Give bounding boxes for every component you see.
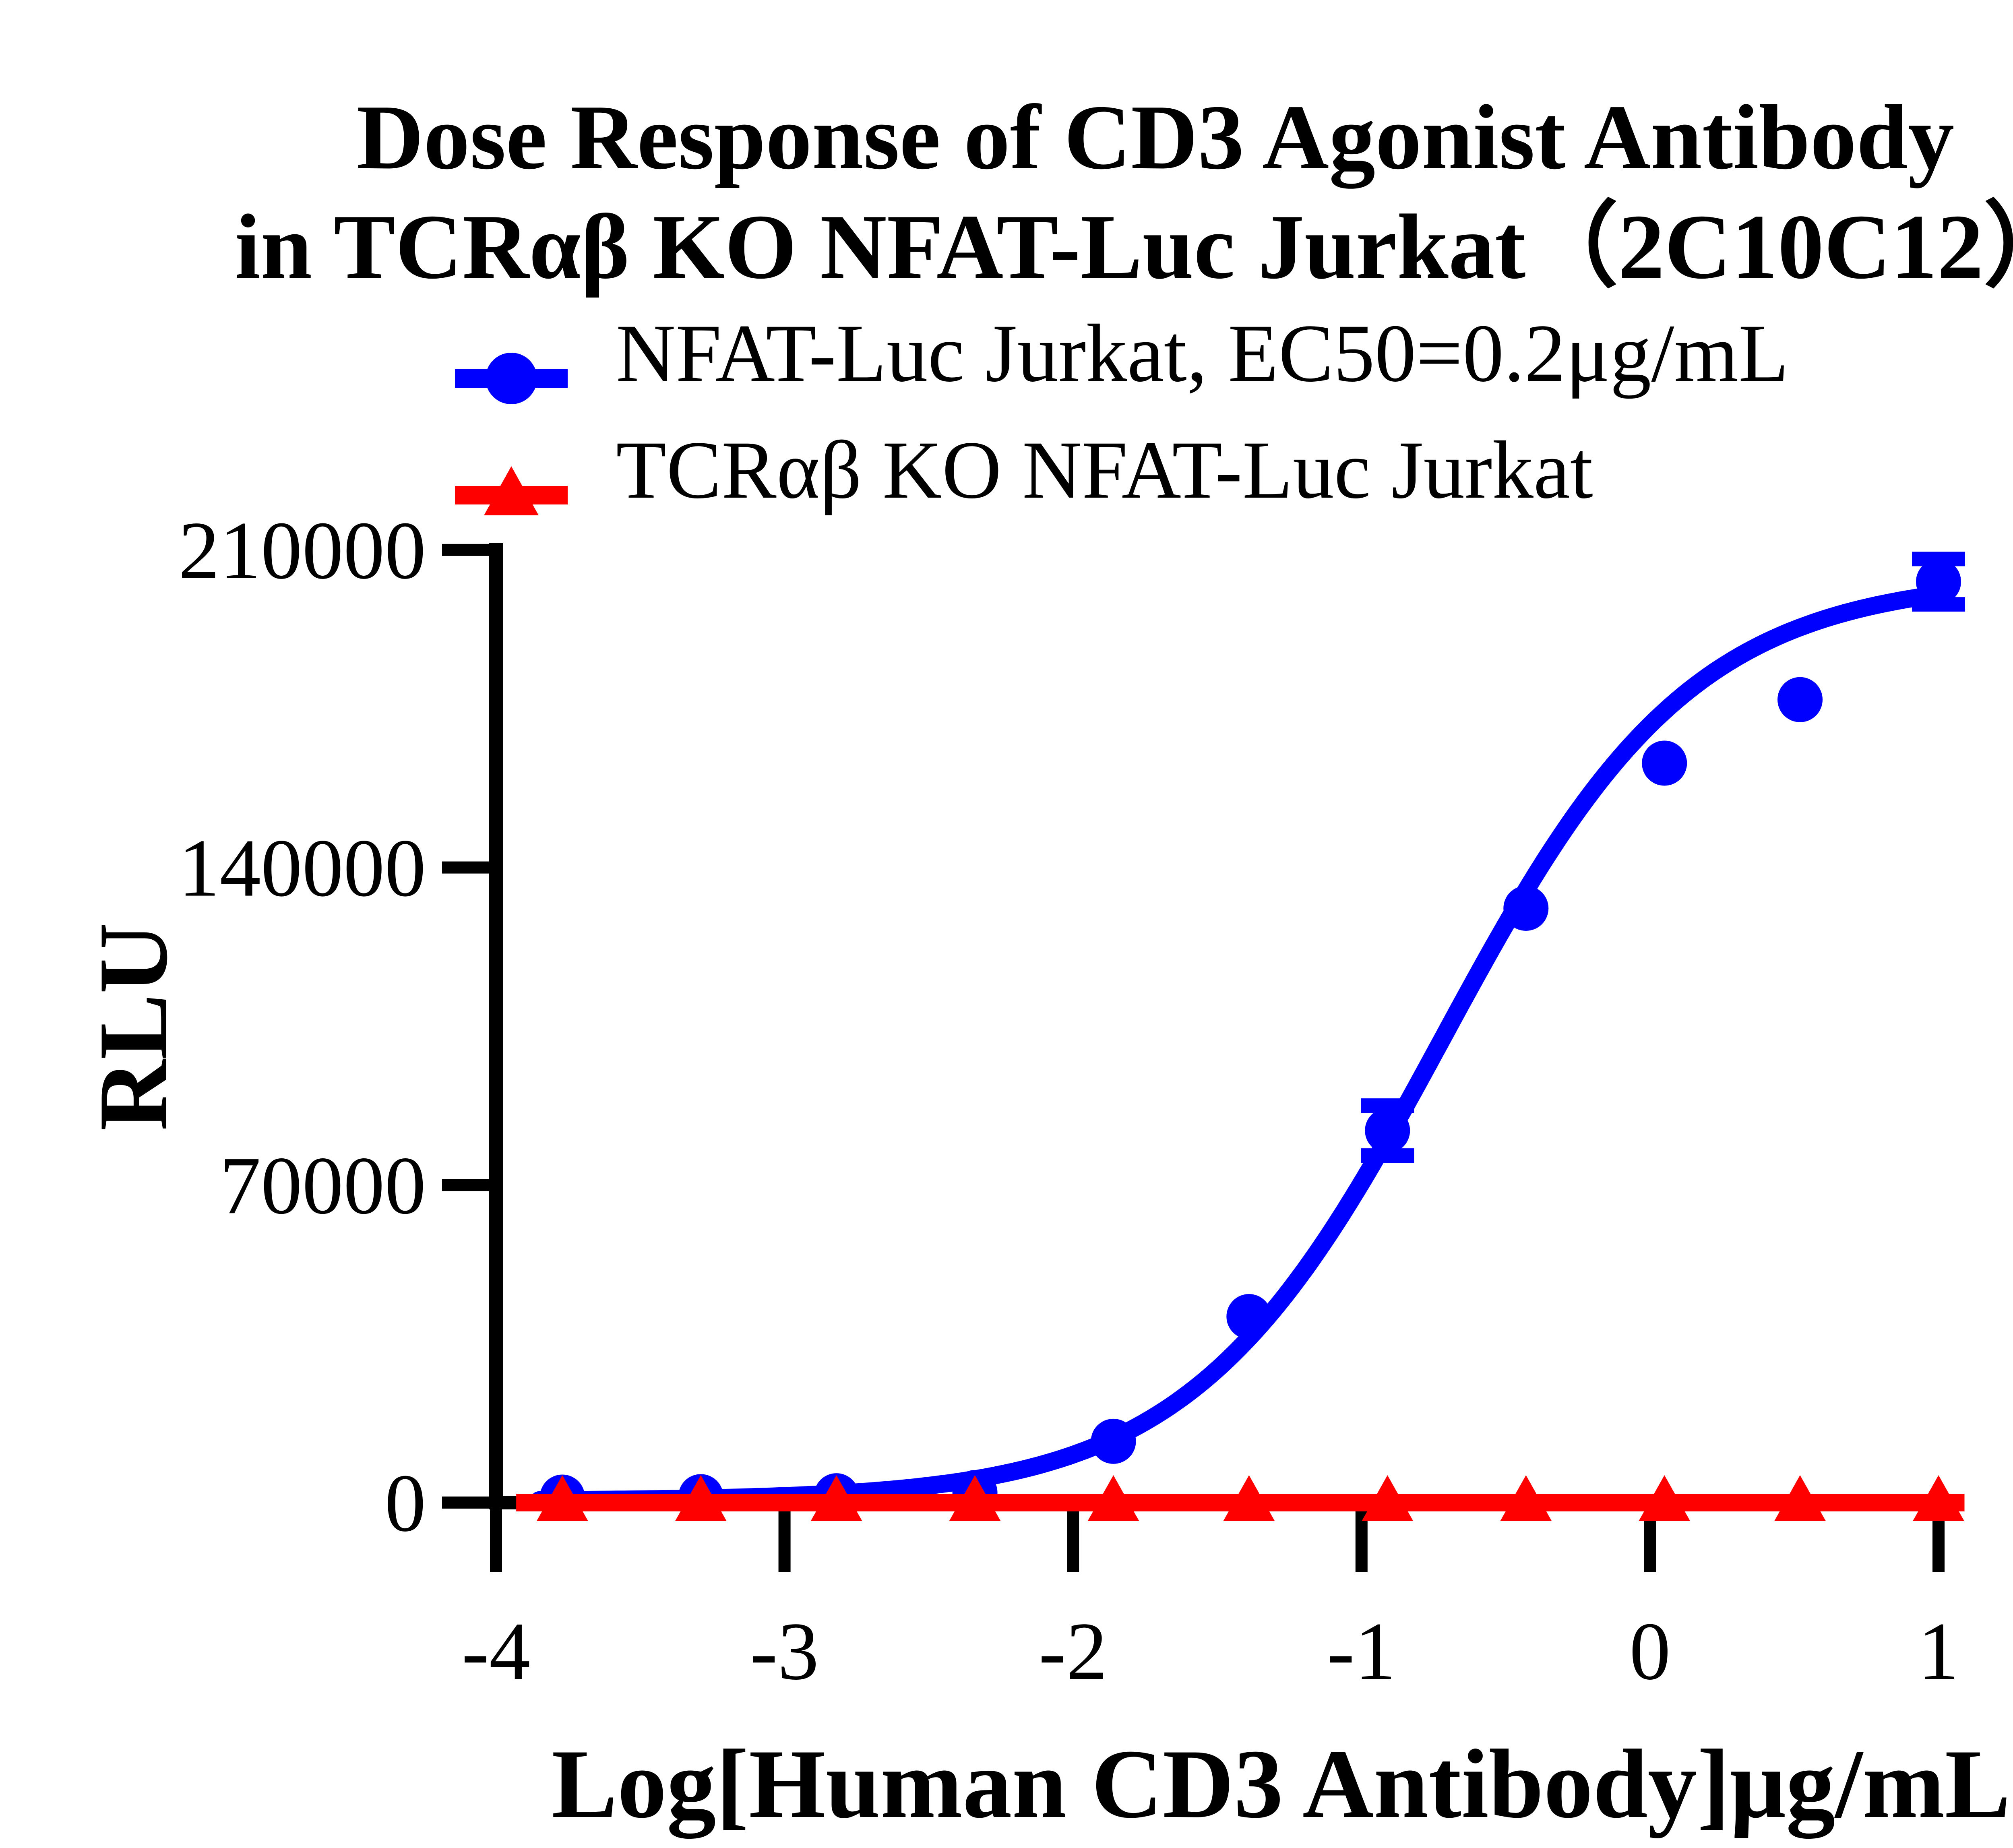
data-point-circle xyxy=(1503,886,1549,931)
x-tick-label: 1 xyxy=(1918,1606,1959,1697)
y-tick-label: 210000 xyxy=(178,505,426,596)
legend-label-nfat-luc-jurkat: NFAT-Luc Jurkat, EC50=0.2μg/mL xyxy=(616,308,1789,399)
data-point-triangle xyxy=(1913,1475,1964,1521)
data-point-triangle xyxy=(1362,1475,1414,1521)
legend-item-nfat-luc-jurkat: NFAT-Luc Jurkat, EC50=0.2μg/mL xyxy=(455,306,1789,435)
x-axis-title: Log[Human CD3 Antibody]μg/mL xyxy=(552,1729,2011,1838)
legend-item-tcrab-ko: TCRαβ KO NFAT-Luc Jurkat xyxy=(455,423,1593,552)
legend-label-tcrab-ko: TCRαβ KO NFAT-Luc Jurkat xyxy=(616,424,1593,516)
chart-title: Dose Response of CD3 Agonist Antibody in… xyxy=(161,83,2013,302)
x-tick-label: -3 xyxy=(750,1606,819,1697)
x-tick-label: -1 xyxy=(1327,1606,1396,1697)
data-point-triangle xyxy=(1500,1475,1552,1521)
legend-circle-icon xyxy=(455,324,568,435)
data-point-circle xyxy=(1777,677,1823,722)
data-point-circle xyxy=(1091,1418,1136,1464)
y-tick-label: 70000 xyxy=(220,1140,426,1231)
x-tick-label: -4 xyxy=(462,1606,531,1697)
data-point-circle xyxy=(1365,1108,1410,1153)
y-axis-title: RLU xyxy=(79,922,188,1131)
series-tcrab-ko xyxy=(516,1475,1965,1521)
x-tick-label: -2 xyxy=(1039,1606,1108,1697)
series-nfat-luc-jurkat xyxy=(530,552,1965,1520)
legend-triangle-icon xyxy=(455,441,568,552)
data-point-triangle xyxy=(1639,1475,1691,1521)
data-point-circle xyxy=(1916,559,1961,604)
data-point-triangle xyxy=(1223,1475,1275,1521)
data-point-triangle xyxy=(810,1475,862,1521)
data-point-triangle xyxy=(536,1475,588,1521)
data-point-triangle xyxy=(1774,1475,1826,1521)
x-tick-label: 0 xyxy=(1629,1606,1671,1697)
chart-title-line2: in TCRαβ KO NFAT-Luc Jurkat（2C10C12） xyxy=(235,195,2013,298)
y-tick-label: 0 xyxy=(385,1457,426,1549)
chart-title-line1: Dose Response of CD3 Agonist Antibody xyxy=(356,86,1955,188)
dose-response-curve xyxy=(530,586,1944,1509)
y-tick-label: 140000 xyxy=(178,823,426,914)
data-point-triangle xyxy=(949,1475,1001,1521)
data-point-triangle xyxy=(1087,1475,1139,1521)
data-point-circle xyxy=(1642,740,1687,786)
data-point-circle xyxy=(1226,1294,1272,1339)
data-point-triangle xyxy=(675,1475,727,1521)
